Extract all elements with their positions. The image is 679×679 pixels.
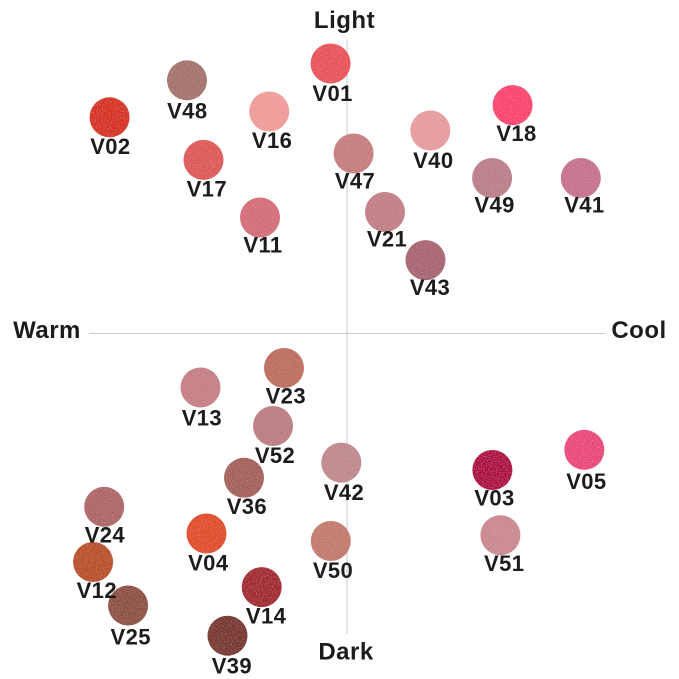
svg-text:Dark: Dark [318,639,374,666]
svg-text:V21: V21 [367,227,407,252]
svg-text:V18: V18 [496,121,536,146]
svg-text:V41: V41 [564,192,604,217]
svg-text:V12: V12 [77,578,117,603]
svg-text:V04: V04 [188,550,229,575]
svg-text:V42: V42 [324,480,364,505]
svg-text:V25: V25 [111,625,151,650]
svg-text:V50: V50 [313,558,353,583]
svg-text:Cool: Cool [611,317,666,344]
svg-text:V39: V39 [212,653,252,678]
svg-text:V03: V03 [474,486,514,511]
svg-text:V51: V51 [484,551,524,576]
svg-text:Light: Light [314,7,375,34]
svg-text:V47: V47 [335,169,375,194]
svg-text:V16: V16 [252,128,292,153]
svg-text:V05: V05 [566,469,606,494]
svg-text:V48: V48 [167,99,207,124]
svg-text:V43: V43 [410,275,450,300]
svg-text:V14: V14 [246,603,287,628]
svg-text:V01: V01 [312,81,352,106]
svg-text:V36: V36 [227,494,267,519]
svg-text:V13: V13 [182,405,222,430]
svg-text:V11: V11 [243,233,282,258]
svg-text:V40: V40 [413,148,453,173]
svg-text:V52: V52 [255,443,295,468]
svg-text:V02: V02 [90,134,130,159]
svg-text:V17: V17 [187,177,227,202]
svg-text:V49: V49 [474,192,514,217]
svg-text:Warm: Warm [13,317,81,344]
svg-text:V24: V24 [85,523,126,548]
svg-text:V23: V23 [266,383,306,408]
